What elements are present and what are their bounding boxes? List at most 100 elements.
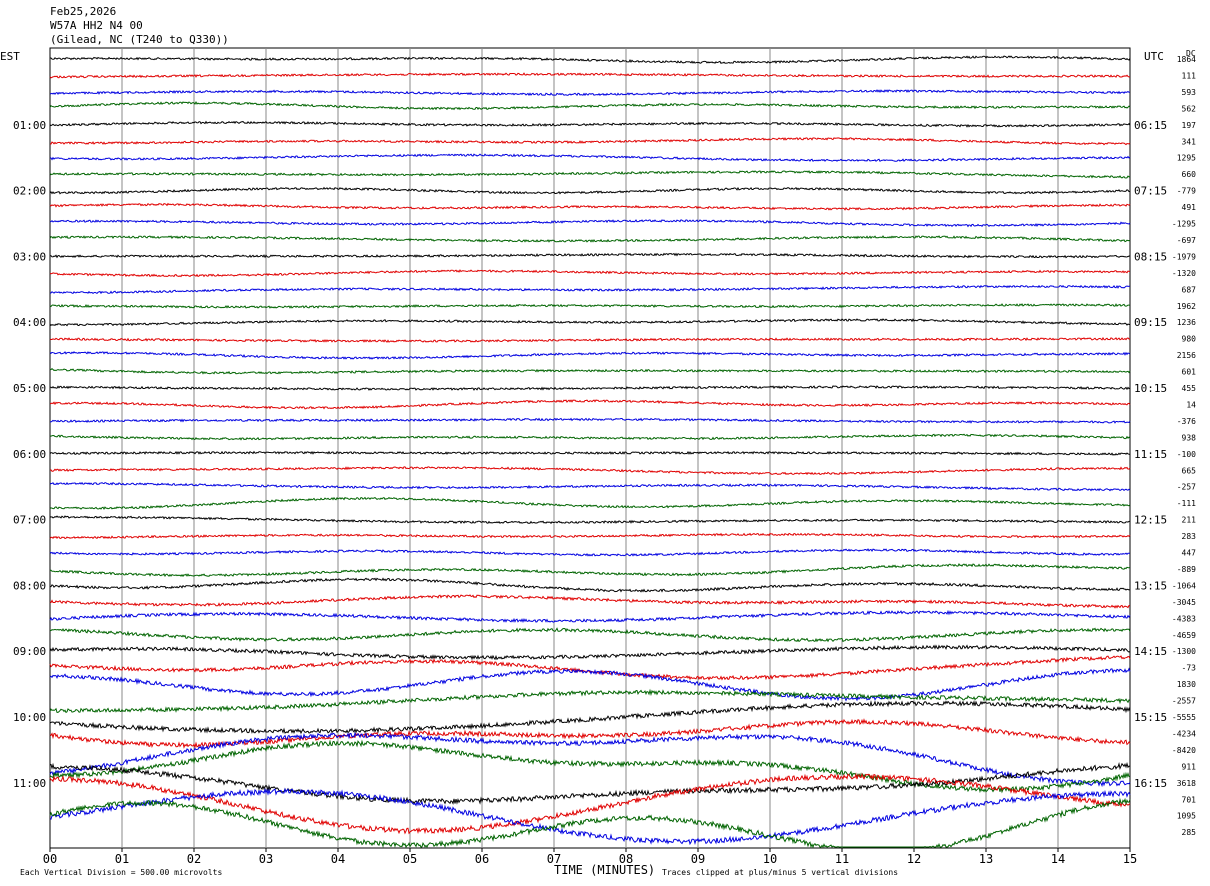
x-tick-label: 07 <box>547 852 561 866</box>
dc-offset-label: 14 <box>1186 400 1196 409</box>
seismic-trace <box>49 170 1131 179</box>
dc-offset-label: 601 <box>1182 368 1197 377</box>
utc-hour-label: 10:15 <box>1134 382 1167 395</box>
utc-axis-label: UTC <box>1144 50 1164 63</box>
header-location: (Gilead, NC (T240 to Q330)) <box>50 33 229 46</box>
header-station: W57A HH2 N4 00 <box>50 19 143 32</box>
seismic-trace <box>49 627 1131 643</box>
x-tick-label: 06 <box>475 852 489 866</box>
dc-offset-label: -4234 <box>1172 729 1196 738</box>
dc-offset-label: -111 <box>1177 499 1196 508</box>
seismic-trace <box>49 433 1131 441</box>
dc-offset-label: -1295 <box>1172 220 1196 229</box>
x-tick-label: 13 <box>979 852 993 866</box>
seismic-trace <box>49 72 1131 79</box>
est-hour-label: 02:00 <box>13 185 46 198</box>
seismic-trace <box>49 688 1131 714</box>
seismic-trace <box>49 303 1131 309</box>
seismic-trace <box>49 481 1131 492</box>
dc-offset-label: 938 <box>1182 433 1197 442</box>
est-hour-label: 01:00 <box>13 119 46 132</box>
x-tick-label: 10 <box>763 852 777 866</box>
est-hour-label: 06:00 <box>13 448 46 461</box>
dc-offset-label: -8420 <box>1172 746 1196 755</box>
dc-offset-label: 911 <box>1182 762 1197 771</box>
dc-offset-label: 211 <box>1182 516 1197 525</box>
seismic-trace <box>49 761 1131 805</box>
dc-offset-label: -1064 <box>1172 581 1196 590</box>
utc-hour-label: 16:15 <box>1134 777 1167 790</box>
seismic-trace <box>50 55 1131 64</box>
dc-offset-label: 562 <box>1182 104 1197 113</box>
seismic-trace <box>50 399 1131 410</box>
dc-offset-label: -257 <box>1177 483 1196 492</box>
seismic-trace <box>49 609 1131 624</box>
dc-offset-label: 1236 <box>1177 318 1196 327</box>
dc-offset-label: -1300 <box>1172 647 1196 656</box>
dc-offset-label: 660 <box>1182 170 1197 179</box>
x-tick-label: 04 <box>331 852 345 866</box>
seismic-trace <box>49 548 1131 557</box>
dc-offset-label: -73 <box>1182 664 1197 673</box>
seismic-trace <box>49 318 1131 327</box>
est-axis-label: EST <box>0 50 20 63</box>
x-tick-label: 15 <box>1123 852 1137 866</box>
seismic-trace <box>49 368 1131 375</box>
seismic-trace <box>49 336 1131 343</box>
x-tick-label: 14 <box>1051 852 1065 866</box>
utc-hour-label: 15:15 <box>1134 711 1167 724</box>
x-tick-label: 05 <box>403 852 417 866</box>
seismic-trace <box>49 450 1131 456</box>
seismic-trace <box>49 269 1130 278</box>
seismic-trace <box>49 797 1131 849</box>
seismic-trace <box>50 417 1131 424</box>
utc-hour-label: 14:15 <box>1134 645 1167 658</box>
utc-hour-label: 09:15 <box>1134 316 1167 329</box>
footer-division-note: Each Vertical Division = 500.00 microvol… <box>20 868 222 877</box>
dc-offset-label: 1962 <box>1177 302 1196 311</box>
header-date: Feb25,2026 <box>50 5 117 18</box>
dc-offset-label: 447 <box>1182 549 1197 558</box>
seismic-trace <box>49 532 1131 540</box>
seismic-trace <box>49 772 1131 835</box>
seismic-trace <box>49 284 1131 295</box>
dc-offset-label: 701 <box>1182 795 1197 804</box>
seismic-trace <box>49 594 1131 609</box>
dc-offset-label: -100 <box>1177 450 1196 459</box>
utc-hour-label: 11:15 <box>1134 448 1167 461</box>
seismic-trace <box>49 739 1131 794</box>
dc-offset-label: 283 <box>1182 532 1197 541</box>
seismic-trace <box>49 89 1130 97</box>
dc-offset-label: 687 <box>1182 285 1197 294</box>
seismic-trace <box>49 731 1131 788</box>
dc-offset-label: 197 <box>1182 121 1197 130</box>
x-tick-label: 00 <box>43 852 57 866</box>
dc-offset-label: -4659 <box>1172 631 1196 640</box>
utc-hour-label: 13:15 <box>1134 579 1167 592</box>
dc-offset-label: 285 <box>1182 828 1197 837</box>
seismic-trace <box>49 563 1131 578</box>
est-hour-label: 11:00 <box>13 777 46 790</box>
dc-offset-label: -2557 <box>1172 697 1196 706</box>
dc-offset-label: 1830 <box>1177 680 1196 689</box>
dc-offset-label: -3045 <box>1172 598 1196 607</box>
seismic-trace <box>49 351 1131 360</box>
x-tick-label: 08 <box>619 852 633 866</box>
dc-offset-label: 491 <box>1182 203 1197 212</box>
est-hour-label: 07:00 <box>13 514 46 527</box>
seismic-trace <box>49 655 1131 681</box>
dc-offset-label: 455 <box>1182 384 1197 393</box>
dc-offset-label: -1979 <box>1172 252 1196 261</box>
utc-hour-label: 12:15 <box>1134 514 1167 527</box>
dc-offset-label: 1864 <box>1177 55 1196 64</box>
seismic-trace <box>49 235 1131 243</box>
est-hour-label: 10:00 <box>13 711 46 724</box>
dc-offset-label: 1295 <box>1177 154 1196 163</box>
est-hour-label: 03:00 <box>13 250 46 263</box>
dc-offset-label: -1320 <box>1172 269 1196 278</box>
dc-offset-label: -889 <box>1177 565 1196 574</box>
seismic-trace <box>49 219 1131 228</box>
dc-offset-label: 593 <box>1182 88 1197 97</box>
utc-hour-label: 06:15 <box>1134 119 1167 132</box>
